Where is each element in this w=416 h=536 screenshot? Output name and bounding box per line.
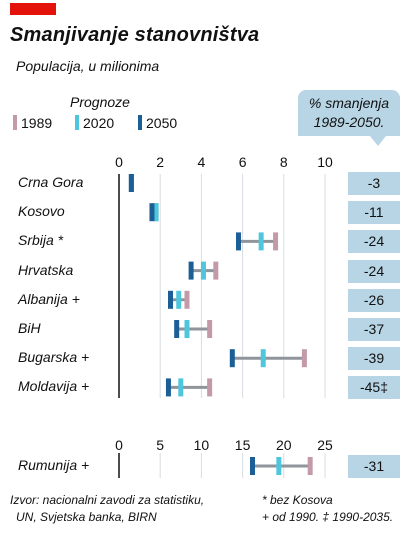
legend-title: Prognoze — [70, 94, 130, 110]
x-tick-label: 0 — [115, 437, 123, 453]
marker-2020 — [176, 290, 182, 309]
x-tick-label: 25 — [317, 437, 333, 453]
x-tick-label: 10 — [317, 154, 333, 170]
x-tick-label: 4 — [198, 154, 206, 170]
marker-1989 — [207, 378, 213, 397]
footnote-line-2: + od 1990. ‡ 1990-2035. — [262, 510, 394, 524]
footnotes: * bez Kosova + od 1990. ‡ 1990-2035. — [262, 492, 393, 526]
country-label: Kosovo — [18, 203, 65, 220]
marker-2050 — [149, 203, 155, 222]
marker-1989 — [273, 232, 279, 251]
x-tick-label: 8 — [280, 154, 288, 170]
marker-1989 — [184, 290, 190, 309]
percent-decrease-value: -24 — [348, 230, 400, 254]
country-label: Crna Gora — [18, 174, 84, 190]
legend-swatch-1989 — [13, 115, 17, 130]
country-label: BiH — [18, 320, 41, 336]
percent-decrease-value: -24 — [348, 259, 400, 283]
marker-1989 — [301, 349, 307, 368]
x-tick-label: 6 — [239, 154, 247, 170]
country-label: Albanija + — [18, 290, 80, 307]
x-tick-label: 5 — [156, 437, 164, 453]
chart-title: Smanjivanje stanovništva — [10, 24, 260, 46]
percent-header-line2: 1989-2050. — [313, 114, 385, 130]
brand-tab — [10, 3, 56, 15]
legend-label-2020: 2020 — [83, 115, 115, 131]
marker-2020 — [200, 261, 206, 280]
marker-2050 — [249, 457, 255, 475]
country-label: Moldavija + — [18, 378, 90, 395]
country-label: Bugarska + — [18, 349, 90, 366]
x-tick-label: 2 — [156, 154, 164, 170]
marker-2020 — [184, 320, 190, 338]
marker-2020 — [276, 457, 282, 475]
marker-2050 — [165, 378, 171, 397]
x-tick-label: 10 — [194, 437, 210, 453]
percent-decrease-value: -45‡ — [348, 376, 400, 400]
percent-decrease-value: -26 — [348, 288, 400, 312]
country-label: Rumunija + — [18, 457, 90, 473]
country-label: Hrvatska — [18, 261, 74, 278]
legend-swatch-2020 — [75, 115, 79, 130]
source-line-2: UN, Svjetska banka, BIRN — [16, 510, 157, 524]
marker-2050 — [188, 261, 194, 280]
percent-decrease-header: % smanjenja 1989-2050. — [298, 90, 400, 136]
legend-item-2050: 2050 — [138, 115, 177, 131]
marker-2020 — [178, 378, 184, 397]
marker-2050 — [168, 290, 173, 309]
percent-decrease-value: -37 — [348, 318, 400, 341]
legend-item-1989: 1989 — [13, 115, 52, 131]
x-tick-label: 0 — [115, 154, 123, 170]
percent-header-pointer — [370, 136, 386, 146]
legend-label-2050: 2050 — [146, 115, 178, 131]
chart-subtitle: Populacija, u milionima — [16, 58, 160, 74]
marker-2020 — [153, 203, 159, 222]
marker-1989 — [207, 320, 213, 338]
percent-decrease-value: -3 — [348, 172, 400, 195]
marker-2050 — [174, 320, 180, 338]
marker-2050 — [128, 174, 134, 192]
country-label: Srbija * — [18, 232, 64, 249]
marker-2050 — [235, 232, 241, 251]
source-note: Izvor: nacionalni zavodi za statistiku, … — [10, 492, 204, 526]
x-tick-label: 20 — [276, 437, 292, 453]
marker-2050 — [229, 349, 235, 368]
marker-2020 — [260, 349, 266, 368]
marker-2020 — [258, 232, 264, 251]
marker-1989 — [213, 261, 219, 280]
percent-decrease-value: -11 — [348, 201, 400, 225]
legend-swatch-2050 — [138, 115, 142, 130]
legend-label-1989: 1989 — [21, 115, 53, 131]
x-tick-label: 15 — [235, 437, 251, 453]
source-line-1: Izvor: nacionalni zavodi za statistiku, — [10, 493, 205, 507]
legend-item-2020: 2020 — [75, 115, 114, 131]
percent-decrease-value: -39 — [348, 347, 400, 371]
marker-1989 — [307, 457, 313, 475]
percent-header-line1: % smanjenja — [308, 95, 390, 111]
percent-decrease-value: -31 — [348, 455, 400, 478]
footnote-line-1: * bez Kosova — [262, 493, 333, 507]
